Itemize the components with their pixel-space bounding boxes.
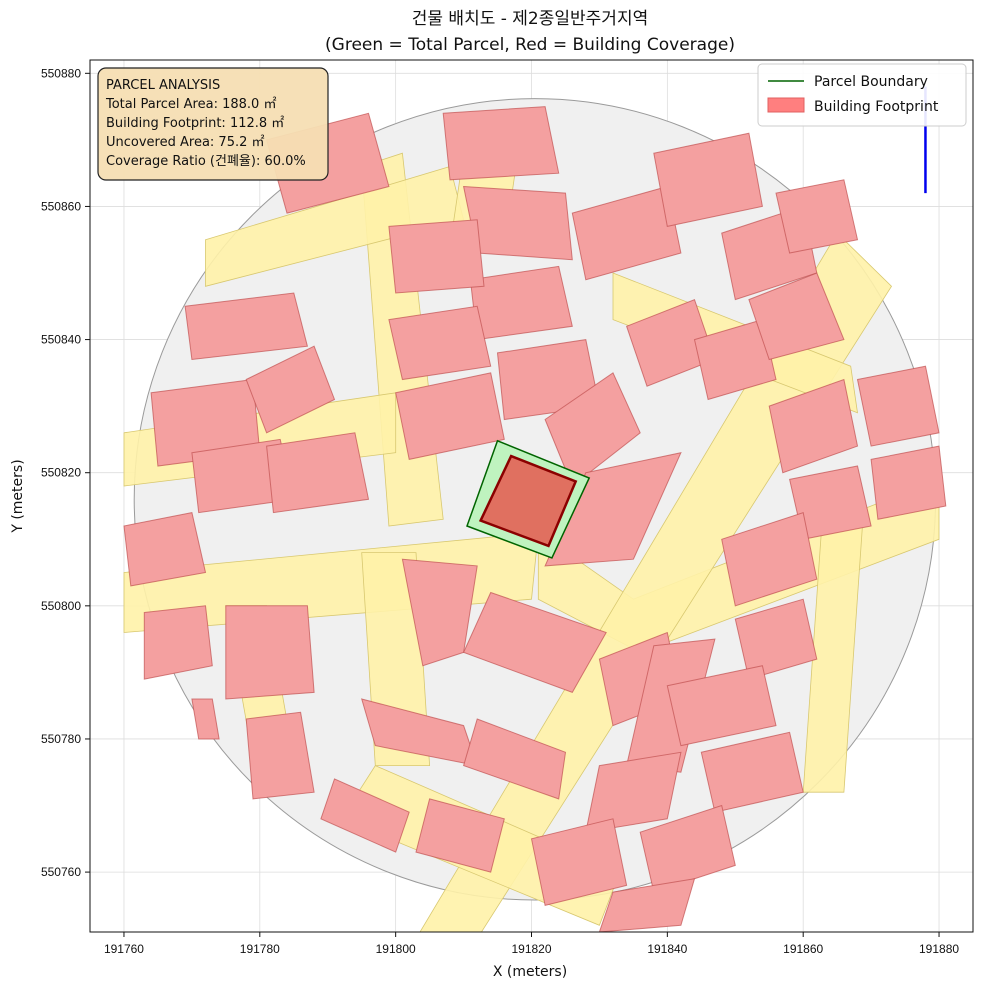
building-footprint[interactable]: [693, 318, 777, 401]
target-building[interactable]: [478, 454, 578, 548]
building-footprint[interactable]: [469, 265, 573, 341]
building-footprint[interactable]: [191, 698, 220, 740]
y-tick-label: 550800: [41, 599, 81, 613]
x-tick-label: 191880: [919, 942, 959, 956]
y-tick-label: 550760: [41, 865, 81, 879]
building-footprint[interactable]: [625, 638, 716, 773]
building-footprint[interactable]: [530, 818, 628, 907]
building-footprint[interactable]: [856, 365, 940, 447]
info-box: PARCEL ANALYSIS Total Parcel Area: 188.0…: [97, 67, 329, 181]
building-footprint[interactable]: [143, 605, 213, 680]
building-footprint[interactable]: [775, 179, 859, 254]
y-tick-label: 550840: [41, 333, 81, 347]
building-footprint[interactable]: [395, 372, 505, 460]
legend: Parcel Boundary Building Footprint: [757, 63, 967, 127]
building-footprint[interactable]: [225, 605, 315, 700]
x-tick-label: 191800: [376, 942, 416, 956]
info-title: PARCEL ANALYSIS: [106, 78, 220, 93]
legend-swatch-building: [767, 97, 805, 113]
building-footprint[interactable]: [123, 512, 207, 587]
building-footprint[interactable]: [320, 778, 410, 853]
building-footprint[interactable]: [245, 711, 315, 800]
chart-subtitle: (Green = Total Parcel, Red = Building Co…: [325, 35, 735, 55]
building-footprint[interactable]: [388, 305, 492, 381]
legend-label-parcel: Parcel Boundary: [814, 74, 928, 90]
x-axis: 191760 191780 191800 191820 191840 191860 1918…: [104, 932, 959, 956]
x-tick-label: 191820: [511, 942, 551, 956]
x-axis-label: X (meters): [493, 964, 567, 980]
building-footprint[interactable]: [442, 106, 560, 181]
y-tick-label: 550820: [41, 466, 81, 480]
building-footprint[interactable]: [653, 132, 763, 227]
building-footprint[interactable]: [666, 665, 777, 747]
buildings: [123, 106, 947, 932]
building-footprint[interactable]: [544, 372, 641, 487]
info-line-total-area: Total Parcel Area: 188.0 ㎡: [105, 97, 276, 112]
building-footprint[interactable]: [462, 718, 567, 800]
y-tick-label: 550860: [41, 199, 81, 213]
building-footprint[interactable]: [700, 731, 804, 813]
info-line-footprint: Building Footprint: 112.8 ㎡: [106, 116, 284, 131]
chart-title: 건물 배치도 - 제2종일반주거지역: [412, 9, 648, 29]
y-axis: 550760 550780 550800 550820 550840 550860 5508…: [41, 66, 90, 879]
building-footprint[interactable]: [415, 798, 505, 873]
x-tick-label: 191840: [647, 942, 687, 956]
building-footprint[interactable]: [184, 292, 309, 361]
building-footprint[interactable]: [585, 751, 682, 833]
building-footprint[interactable]: [748, 272, 845, 361]
y-axis-label: Y (meters): [10, 459, 26, 533]
building-footprint[interactable]: [734, 598, 818, 680]
building-footprint[interactable]: [598, 878, 696, 932]
x-tick-label: 191860: [783, 942, 823, 956]
y-tick-label: 550780: [41, 732, 81, 746]
info-line-coverage-ratio: Coverage Ratio (건폐율): 60.0%: [106, 154, 306, 169]
building-footprint[interactable]: [462, 591, 607, 694]
building-footprint[interactable]: [266, 432, 370, 514]
building-footprint[interactable]: [870, 445, 947, 520]
building-footprint[interactable]: [571, 185, 682, 281]
x-tick-label: 191760: [104, 942, 144, 956]
x-tick-label: 191780: [240, 942, 280, 956]
legend-frame: [757, 63, 967, 127]
building-footprint[interactable]: [768, 378, 859, 474]
building-footprint[interactable]: [721, 511, 818, 607]
y-tick-label: 550880: [41, 66, 81, 80]
building-footprint[interactable]: [388, 219, 485, 294]
building-footprint[interactable]: [639, 804, 736, 893]
legend-label-building: Building Footprint: [814, 99, 939, 115]
info-line-uncovered: Uncovered Area: 75.2 ㎡: [106, 135, 265, 150]
building-footprint[interactable]: [245, 345, 336, 434]
info-box-bg: [97, 67, 329, 181]
